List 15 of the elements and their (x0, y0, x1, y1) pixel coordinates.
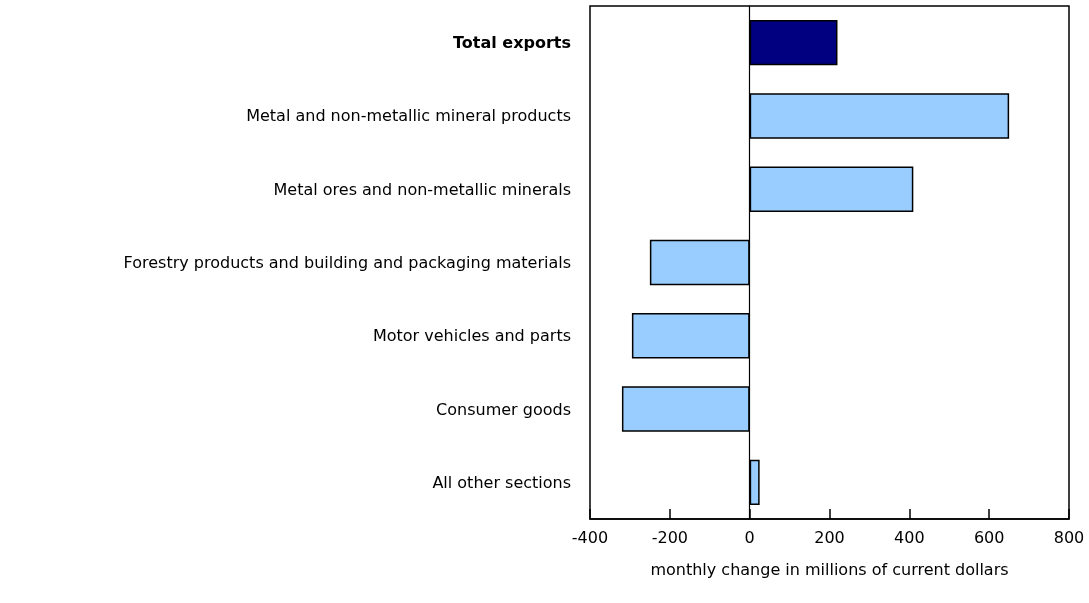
x-tick-label: 200 (814, 527, 845, 547)
x-tick-label: 600 (973, 527, 1005, 547)
x-axis-title: monthly change in millions of current dollars (650, 559, 1009, 579)
y-tick-label: Consumer goods (436, 399, 571, 419)
x-tick-label: 0 (744, 527, 755, 547)
y-tick-label: Metal ores and non-metallic minerals (273, 179, 571, 199)
y-tick-label: Metal and non-metallic mineral products (246, 106, 571, 126)
y-tick-label: Motor vehicles and parts (372, 326, 571, 346)
y-tick-label: All other sections (432, 472, 571, 492)
x-tick-label: -400 (571, 527, 609, 547)
x-tick-label: -200 (651, 527, 688, 547)
y-tick-label: Total exports (453, 33, 571, 53)
x-tick-label: 800 (1053, 527, 1085, 547)
y-tick-label: Forestry products and building and packaging materials (123, 253, 571, 272)
x-tick-label: 400 (894, 527, 925, 547)
